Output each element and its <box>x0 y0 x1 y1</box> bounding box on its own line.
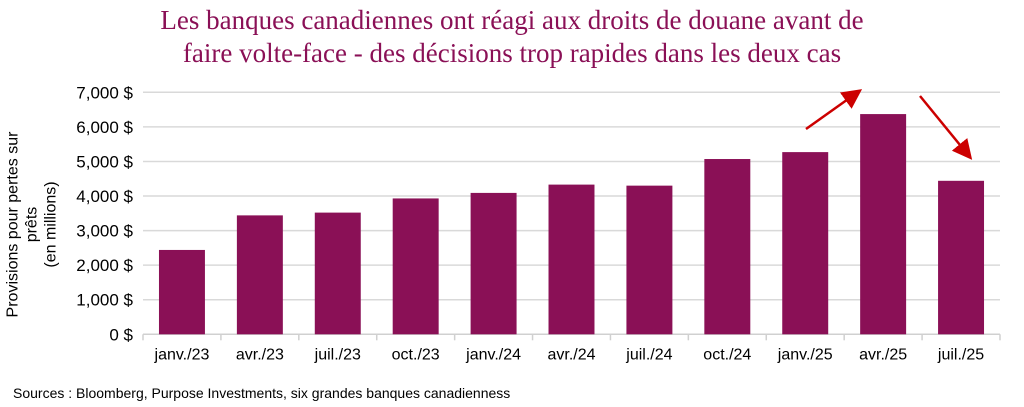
x-tick-label: oct./24 <box>703 346 751 363</box>
bar <box>314 212 361 335</box>
y-tick-label: 2,000 $ <box>76 256 133 275</box>
x-tick-label: juil./25 <box>937 346 984 363</box>
chart-title-line: faire volte-face - des décisions trop ra… <box>182 38 842 68</box>
bar <box>626 185 673 335</box>
y-tick-label: 5,000 $ <box>76 152 133 171</box>
x-tick-label: avr./23 <box>236 346 284 363</box>
bar <box>470 192 517 335</box>
bar <box>158 249 205 335</box>
x-tick-label: janv./23 <box>154 346 210 363</box>
y-tick-label: 4,000 $ <box>76 187 133 206</box>
bar <box>704 159 751 335</box>
bar <box>236 215 283 335</box>
x-tick-label: juil./23 <box>314 346 361 363</box>
bar <box>548 184 595 335</box>
x-tick-label: juil./24 <box>625 346 672 363</box>
x-tick-label: janv./25 <box>777 346 833 363</box>
x-tick-label: oct./23 <box>392 346 440 363</box>
x-tick-label: avr./24 <box>547 346 595 363</box>
y-tick-label: 6,000 $ <box>76 118 133 137</box>
y-tick-label: 0 $ <box>109 325 133 344</box>
y-tick-label: 3,000 $ <box>76 222 133 241</box>
x-tick-label: janv./24 <box>465 346 521 363</box>
down-arrow <box>919 95 973 160</box>
x-tick-label: avr./25 <box>859 346 907 363</box>
up-arrow <box>805 89 863 131</box>
bar <box>860 114 907 335</box>
source-note: Sources : Bloomberg, Purpose Investments… <box>13 385 511 401</box>
bar <box>938 180 985 335</box>
chart-title-line: Les banques canadiennes ont réagi aux dr… <box>160 5 864 35</box>
y-tick-label: 1,000 $ <box>76 291 133 310</box>
y-tick-label: 7,000 $ <box>76 83 133 102</box>
bar <box>392 198 439 335</box>
bar <box>782 152 829 335</box>
chart-title: Les banques canadiennes ont réagi aux dr… <box>0 4 1024 70</box>
